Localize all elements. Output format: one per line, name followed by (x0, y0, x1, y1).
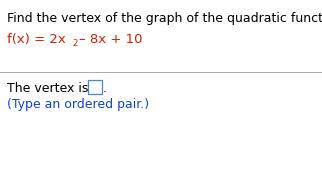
Text: 2: 2 (72, 39, 77, 48)
Text: .: . (103, 82, 107, 95)
Text: – 8x + 10: – 8x + 10 (79, 33, 143, 46)
Text: (Type an ordered pair.): (Type an ordered pair.) (7, 98, 149, 111)
FancyBboxPatch shape (88, 80, 102, 94)
Text: The vertex is: The vertex is (7, 82, 88, 95)
Text: Find the vertex of the graph of the quadratic function.: Find the vertex of the graph of the quad… (7, 12, 322, 25)
Text: f(x) = 2x: f(x) = 2x (7, 33, 66, 46)
